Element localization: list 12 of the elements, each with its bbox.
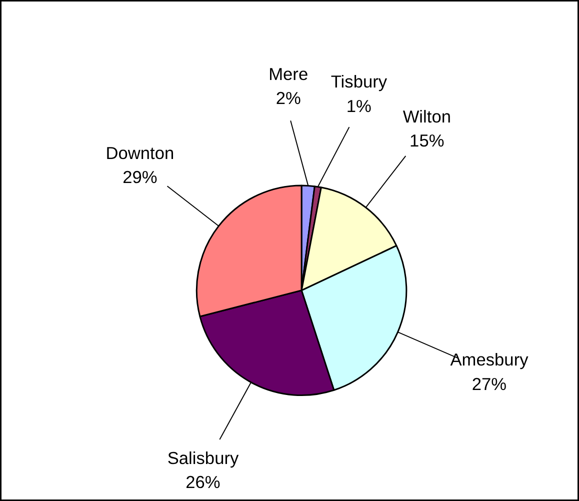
slice-label: Amesbury [450,350,529,370]
slice-label: Mere [268,64,308,84]
data-label: 26% [186,472,220,492]
data-label: 15% [410,130,444,151]
data-label: 1% [346,96,372,116]
slice-label: Downton [106,142,174,163]
data-label: 2% [276,88,301,108]
slice-label: Salisbury [167,448,239,468]
slice-label: Wilton [402,106,451,126]
slice-label: Tisbury [330,72,388,92]
data-label: 29% [122,166,158,187]
data-label: 27% [472,374,507,394]
